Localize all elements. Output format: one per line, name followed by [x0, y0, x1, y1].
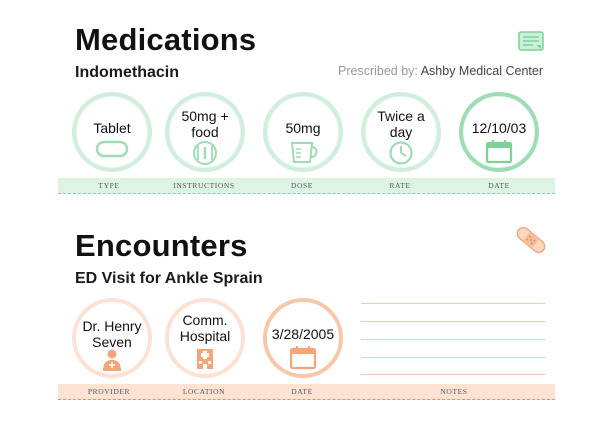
provider-label: PROVIDER	[87, 387, 131, 396]
notes-line	[361, 374, 545, 375]
location-label: LOCATION	[182, 387, 226, 396]
notes-label: NOTES	[440, 387, 468, 396]
dose-label: DOSE	[291, 181, 313, 190]
prescribed-label: Prescribed by:	[338, 64, 418, 78]
notes-line	[361, 321, 545, 322]
provider-line2: Seven	[92, 334, 132, 350]
document-icon	[518, 31, 544, 51]
measuring-cup-icon	[290, 142, 318, 163]
encounters-label-band: PROVIDER LOCATION DATE NOTES	[58, 384, 555, 400]
notes-line	[361, 357, 545, 358]
utensils-icon	[193, 141, 217, 165]
rate-line2: day	[389, 124, 413, 140]
date-label: DATE	[488, 181, 510, 190]
instructions-line2: food	[191, 124, 219, 140]
bandage-icon	[516, 226, 546, 254]
clock-icon	[389, 141, 413, 165]
dose-value: 50mg	[285, 120, 321, 136]
notes-line	[361, 339, 545, 340]
notes-line	[361, 303, 545, 304]
instructions-line1: 50mg +	[181, 108, 229, 124]
instructions-label: INSTRUCTIONS	[173, 181, 235, 190]
instructions-circle: 50mg + food	[165, 92, 245, 172]
encounter-date-circle: 3/28/2005	[263, 298, 343, 378]
encounter-date-label: DATE	[291, 387, 313, 396]
doctor-icon	[103, 349, 121, 371]
rate-label: RATE	[389, 181, 411, 190]
encounters-title: Encounters	[75, 228, 248, 263]
location-circle: Comm. Hospital	[165, 298, 245, 378]
date-value: 12/10/03	[471, 120, 527, 136]
provider-circle: Dr. Henry Seven	[72, 298, 152, 378]
calendar-icon	[485, 140, 513, 164]
type-value: Tablet	[93, 120, 131, 136]
encounter-name: ED Visit for Ankle Sprain	[75, 270, 263, 287]
calendar-icon	[289, 346, 317, 370]
rate-line1: Twice a	[377, 108, 425, 124]
rate-circle: Twice a day	[361, 92, 441, 172]
medications-title: Medications	[75, 22, 257, 57]
date-circle: 12/10/03	[459, 92, 539, 172]
prescribed-by: Prescribed by: Ashby Medical Center	[338, 64, 543, 78]
tablet-icon	[95, 140, 129, 158]
type-label: TYPE	[98, 181, 120, 190]
medications-label-band: TYPE INSTRUCTIONS DOSE RATE DATE	[58, 178, 555, 194]
location-line1: Comm.	[182, 312, 228, 328]
provider-line1: Dr. Henry	[82, 318, 142, 334]
medication-name: Indomethacin	[75, 64, 180, 81]
prescriber-name: Ashby Medical Center	[420, 64, 543, 78]
location-line2: Hospital	[179, 328, 231, 344]
encounter-date-value: 3/28/2005	[271, 326, 335, 342]
type-circle: Tablet	[72, 92, 152, 172]
hospital-icon	[197, 349, 213, 369]
dose-circle: 50mg	[263, 92, 343, 172]
